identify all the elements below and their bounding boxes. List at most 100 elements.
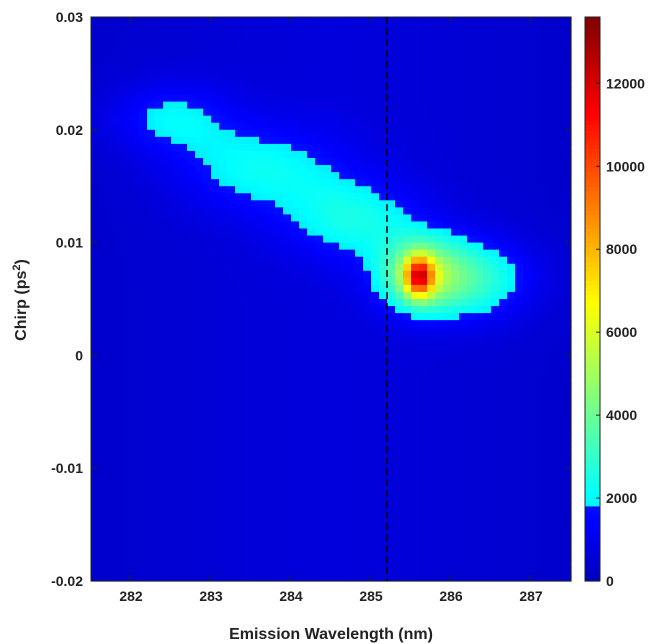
heatmap-cell	[427, 567, 436, 575]
heatmap-cell	[195, 95, 204, 103]
heatmap-cell	[115, 426, 124, 434]
heatmap-cell	[219, 264, 228, 272]
heatmap-cell	[187, 116, 196, 124]
heatmap-cell	[187, 433, 196, 441]
heatmap-cell	[403, 80, 412, 88]
heatmap-cell	[419, 412, 428, 420]
colorbar-segment	[585, 501, 600, 506]
heatmap-cell	[307, 560, 316, 568]
heatmap-cell	[451, 278, 460, 286]
heatmap-cell	[235, 567, 244, 575]
heatmap-cell	[467, 17, 476, 25]
colorbar-segment	[585, 186, 600, 191]
heatmap-cell	[539, 398, 548, 406]
heatmap-cell	[267, 348, 276, 356]
heatmap-cell	[459, 45, 468, 53]
heatmap-cell	[347, 144, 356, 152]
heatmap-cell	[251, 503, 260, 511]
heatmap-cell	[411, 348, 420, 356]
heatmap-cell	[275, 320, 284, 328]
heatmap-cell	[323, 95, 332, 103]
heatmap-cell	[355, 525, 364, 533]
heatmap-cell	[355, 511, 364, 519]
heatmap-cell	[427, 285, 436, 293]
heatmap-cell	[523, 151, 532, 159]
heatmap-cell	[131, 419, 140, 427]
heatmap-cell	[467, 405, 476, 413]
heatmap-cell	[323, 38, 332, 46]
heatmap-cell	[331, 384, 340, 392]
heatmap-cell	[267, 243, 276, 251]
heatmap-cell	[115, 73, 124, 81]
heatmap-cell	[419, 391, 428, 399]
heatmap-cell	[387, 80, 396, 88]
heatmap-cell	[507, 214, 516, 222]
heatmap-cell	[531, 116, 540, 124]
heatmap-cell	[179, 355, 188, 363]
heatmap-cell	[195, 271, 204, 279]
heatmap-cell	[267, 391, 276, 399]
heatmap-cell	[163, 525, 172, 533]
heatmap-cell	[91, 45, 100, 53]
heatmap-cell	[547, 116, 556, 124]
heatmap-cell	[387, 95, 396, 103]
colorbar-segment	[585, 73, 600, 78]
heatmap-cell	[427, 525, 436, 533]
heatmap-cell	[491, 158, 500, 166]
heatmap-cell	[203, 229, 212, 237]
heatmap-cell	[523, 468, 532, 476]
heatmap-cell	[467, 116, 476, 124]
heatmap-cell	[491, 45, 500, 53]
heatmap-cell	[211, 80, 220, 88]
colorbar-segment	[585, 525, 600, 530]
heatmap-cell	[275, 285, 284, 293]
heatmap-cell	[115, 165, 124, 173]
heatmap-cell	[211, 313, 220, 321]
heatmap-cell	[459, 80, 468, 88]
heatmap-cell	[227, 405, 236, 413]
heatmap-cell	[483, 116, 492, 124]
heatmap-cell	[179, 250, 188, 258]
heatmap-cell	[395, 398, 404, 406]
heatmap-cell	[235, 285, 244, 293]
heatmap-cell	[483, 66, 492, 74]
heatmap-cell	[131, 95, 140, 103]
heatmap-cell	[467, 271, 476, 279]
colorbar-segment	[585, 318, 600, 323]
heatmap-cell	[187, 207, 196, 215]
heatmap-cell	[459, 88, 468, 96]
heatmap-cell	[131, 264, 140, 272]
heatmap-cell	[147, 518, 156, 526]
heatmap-cell	[187, 45, 196, 53]
heatmap-cell	[515, 66, 524, 74]
heatmap-cell	[171, 355, 180, 363]
heatmap-cell	[307, 229, 316, 237]
heatmap-cell	[515, 130, 524, 138]
heatmap-cell	[147, 419, 156, 427]
heatmap-cell	[147, 109, 156, 117]
heatmap-cell	[155, 306, 164, 314]
heatmap-cell	[123, 80, 132, 88]
heatmap-cell	[539, 31, 548, 39]
heatmap-cell	[427, 419, 436, 427]
heatmap-cell	[283, 243, 292, 251]
heatmap-cell	[195, 475, 204, 483]
heatmap-cell	[139, 17, 148, 25]
heatmap-cell	[235, 384, 244, 392]
heatmap-cell	[491, 327, 500, 335]
heatmap-cell	[283, 221, 292, 229]
heatmap-cell	[347, 24, 356, 32]
heatmap-cell	[99, 243, 108, 251]
heatmap-cell	[347, 560, 356, 568]
heatmap-cell	[491, 525, 500, 533]
heatmap-cell	[107, 200, 116, 208]
heatmap-cell	[259, 482, 268, 490]
heatmap-cell	[195, 539, 204, 547]
heatmap-cell	[499, 151, 508, 159]
heatmap-cell	[355, 109, 364, 117]
heatmap-cell	[171, 144, 180, 152]
heatmap-cell	[99, 306, 108, 314]
heatmap-cell	[291, 348, 300, 356]
heatmap-cell	[395, 503, 404, 511]
heatmap-cell	[315, 299, 324, 307]
